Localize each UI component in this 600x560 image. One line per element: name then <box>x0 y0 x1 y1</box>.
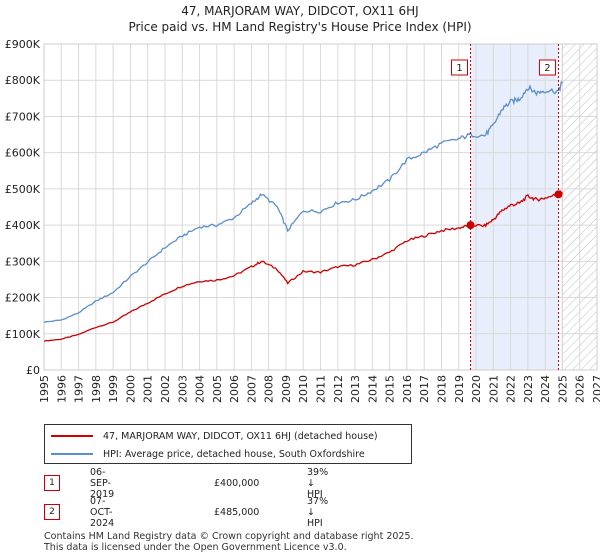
x-tick-label: 2025 <box>556 375 569 403</box>
footer-line-1: Contains HM Land Registry data © Crown c… <box>44 531 414 542</box>
x-tick-label: 2015 <box>384 375 397 403</box>
legend: 47, MARJORAM WAY, DIDCOT, OX11 6HJ (deta… <box>44 424 412 464</box>
legend-price-line <box>51 435 93 437</box>
x-tick-label: 2001 <box>142 375 155 403</box>
transaction-badge: 1 <box>44 475 60 491</box>
transaction-price: £400,000 <box>214 477 260 489</box>
transaction-price: £485,000 <box>214 506 260 518</box>
x-tick-label: 2021 <box>487 375 500 403</box>
legend-item-price: 47, MARJORAM WAY, DIDCOT, OX11 6HJ (deta… <box>51 428 378 444</box>
sale-point <box>554 190 563 199</box>
x-tick-label: 2009 <box>280 375 293 403</box>
y-tick-label: £600K <box>5 147 41 160</box>
y-tick-label: £900K <box>5 38 41 51</box>
x-tick-label: 2006 <box>228 375 241 403</box>
price-chart: 47, MARJORAM WAY, DIDCOT, OX11 6HJ Price… <box>5 4 600 403</box>
y-tick-label: £400K <box>5 219 41 232</box>
transaction-badge: 2 <box>44 504 60 520</box>
plot-border <box>43 43 598 371</box>
x-tick-label: 2023 <box>522 375 535 403</box>
legend-hpi-label: HPI: Average price, detached house, Sout… <box>103 448 365 460</box>
legend-item-hpi: HPI: Average price, detached house, Sout… <box>51 446 365 462</box>
legend-hpi-line <box>51 453 93 455</box>
y-tick-label: £700K <box>5 110 41 123</box>
x-tick-label: 1999 <box>107 375 120 403</box>
legend-price-label: 47, MARJORAM WAY, DIDCOT, OX11 6HJ (deta… <box>103 430 378 442</box>
x-tick-label: 2011 <box>315 375 328 403</box>
x-tick-label: 2020 <box>470 375 483 403</box>
transaction-row: 1 06-SEP-2019 £400,000 39% ↓ HPI <box>44 467 328 500</box>
x-tick-label: 2019 <box>453 375 466 403</box>
transaction-row: 2 07-OCT-2024 £485,000 37% ↓ HPI <box>44 496 328 529</box>
x-tick-label: 1998 <box>90 375 103 403</box>
y-axis: £0 £100K £200K £300K £400K £500K £600K £700K £80… <box>5 38 41 377</box>
footer-line-2: This data is licensed under the Open Gov… <box>44 542 347 553</box>
x-tick-label: 2018 <box>435 375 448 403</box>
price-paid-line <box>43 189 563 342</box>
footer: Contains HM Land Registry data © Crown c… <box>44 531 414 553</box>
x-tick-label: 2000 <box>124 375 137 403</box>
x-tick-label: 2022 <box>505 375 518 403</box>
transaction-hpi-diff: 39% ↓ HPI <box>307 466 329 500</box>
x-tick-label: 2024 <box>539 375 552 403</box>
x-tick-label: 2005 <box>211 375 224 403</box>
sale-point <box>466 221 475 230</box>
x-tick-label: 2002 <box>159 375 172 403</box>
x-tick-label: 2016 <box>401 375 414 403</box>
sale-label: 1 <box>456 63 462 74</box>
y-tick-label: £300K <box>5 255 41 268</box>
x-tick-label: 2007 <box>245 375 258 403</box>
sale-label-box <box>451 59 469 76</box>
x-tick-label: 1995 <box>38 375 51 403</box>
x-axis: 1995 1996 1997 1998 1999 2000 2001 2002 2003 2004… <box>38 375 600 403</box>
y-tick-label: £100K <box>5 328 41 341</box>
transaction-hpi-diff: 37% ↓ HPI <box>307 495 329 529</box>
hpi-line <box>43 80 563 324</box>
x-tick-label: 2027 <box>591 375 600 403</box>
x-tick-label: 2017 <box>418 375 431 403</box>
sale-label-box <box>538 59 556 76</box>
y-tick-label: £200K <box>5 292 41 305</box>
x-tick-label: 2013 <box>349 375 362 403</box>
transaction-date: 06-SEP-2019 <box>90 466 115 500</box>
y-tick-label: £500K <box>5 183 41 196</box>
x-tick-label: 1996 <box>55 375 68 403</box>
chart-title: 47, MARJORAM WAY, DIDCOT, OX11 6HJ <box>181 4 418 18</box>
x-tick-label: 2026 <box>574 375 587 403</box>
grid-lines <box>43 43 598 371</box>
y-tick-label: £0 <box>26 364 40 377</box>
x-tick-label: 2010 <box>297 375 310 403</box>
transaction-date: 07-OCT-2024 <box>90 495 115 529</box>
x-tick-label: 2003 <box>176 375 189 403</box>
sale-label: 2 <box>544 63 550 74</box>
x-tick-label: 1997 <box>73 375 86 403</box>
series-layer <box>43 80 563 342</box>
chart-subtitle: Price paid vs. HM Land Registry's House … <box>128 20 471 34</box>
y-tick-label: £800K <box>5 74 41 87</box>
x-tick-label: 2008 <box>263 375 276 403</box>
x-tick-label: 2014 <box>366 375 379 403</box>
x-tick-label: 2004 <box>194 375 207 403</box>
x-tick-label: 2012 <box>332 375 345 403</box>
